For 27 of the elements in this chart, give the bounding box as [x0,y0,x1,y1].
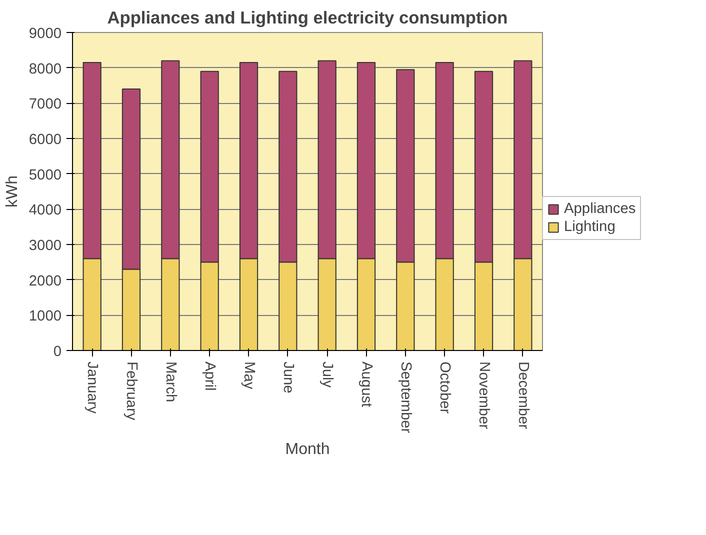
x-tick-label: May [240,362,257,390]
y-tick-label: 7000 [28,96,62,113]
y-tick-label: 1000 [28,308,62,325]
x-tick-label: April [202,362,218,391]
x-tick-label: November [476,362,492,430]
x-axis-title: Month [285,441,330,458]
x-tick-label: January [84,362,100,414]
y-tick-label: 8000 [28,61,62,78]
chart-title: Appliances and Lighting electricity consumption [107,8,508,28]
x-tick-label: June [280,362,296,394]
x-tick-label: December [514,362,531,430]
x-tick-label: October [436,362,453,414]
x-tick-label: July [319,362,336,388]
y-tick-label: 0 [53,344,62,360]
y-tick-label: 5000 [28,167,62,184]
y-tick-label: 4000 [28,202,62,219]
x-tick-label: February [123,362,140,421]
y-tick-label: 2000 [28,273,62,290]
y-axis-title: kWh [4,176,21,208]
x-tick-label: August [358,362,374,408]
y-tick-label: 3000 [28,238,62,254]
x-tick-label: September [397,362,414,434]
y-tick-label: 9000 [28,26,62,42]
legend-label: Appliances [564,201,636,217]
y-tick-label: 6000 [28,132,62,148]
legend-label: Lighting [564,219,616,235]
x-tick-label: March [162,362,178,402]
